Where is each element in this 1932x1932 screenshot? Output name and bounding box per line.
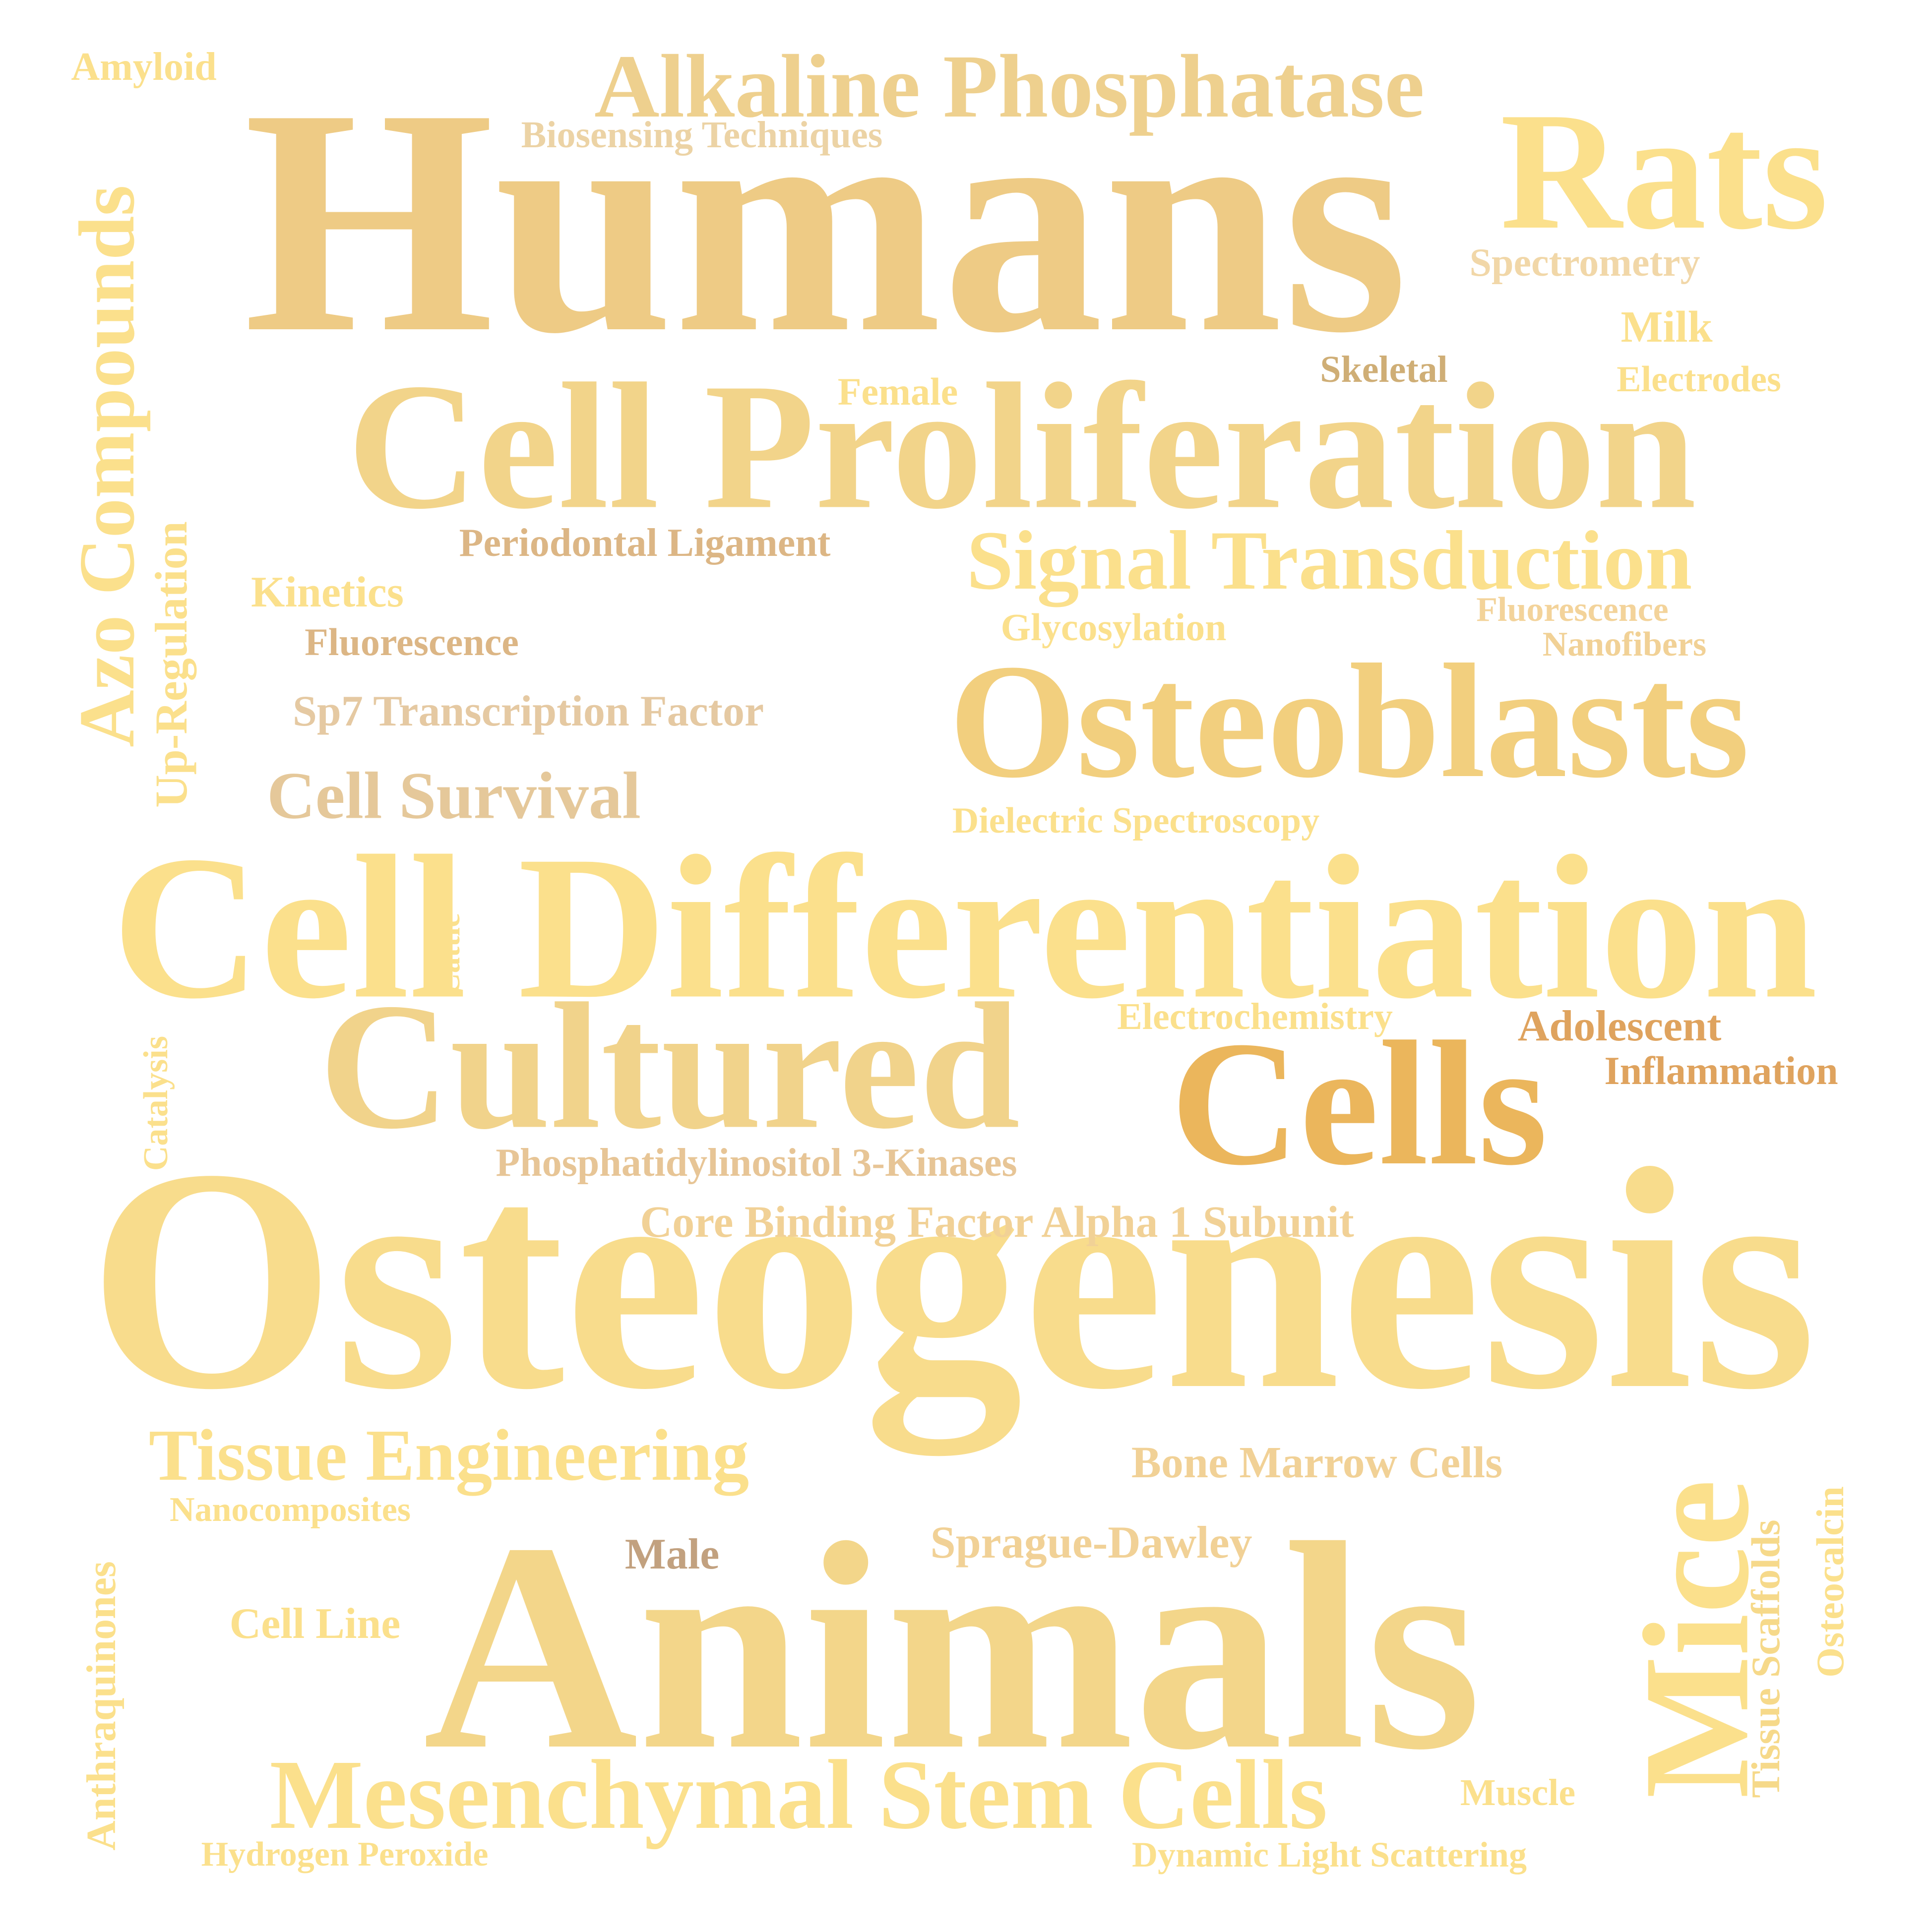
word-cell-survival: Cell Survival bbox=[267, 759, 641, 833]
word-core-binding-factor: Core Binding Factor Alpha 1 Subunit bbox=[640, 1198, 1354, 1247]
word-osteocalcin: Osteocalcin bbox=[1808, 1486, 1852, 1678]
word-humans: Humans bbox=[244, 42, 1408, 399]
word-cell-proliferation: Cell Proliferation bbox=[347, 346, 1696, 546]
word-nanocomposites: Nanocomposites bbox=[169, 1491, 411, 1529]
word-bone-marrow-cells: Bone Marrow Cells bbox=[1131, 1438, 1503, 1487]
word-milk: Milk bbox=[1620, 302, 1713, 352]
word-biosensing-techniques: Biosensing Techniques bbox=[521, 114, 883, 156]
word-anthraquinones: Anthraquinones bbox=[78, 1561, 125, 1851]
word-animals: Animals bbox=[423, 1481, 1482, 1811]
word-adolescent: Adolescent bbox=[1517, 1002, 1722, 1050]
word-fluorescence-left: Fluorescence bbox=[305, 620, 519, 664]
word-cell-differentiation: Cell Differentiation bbox=[112, 813, 1818, 1041]
word-kinetics: Kinetics bbox=[251, 568, 404, 616]
word-sp7-transcription-factor: Sp7 Transcription Factor bbox=[292, 687, 764, 735]
word-cells: Cells bbox=[1171, 1004, 1548, 1202]
word-osteoblasts: Osteoblasts bbox=[949, 631, 1749, 812]
word-muscle: Muscle bbox=[1460, 1772, 1576, 1813]
word-nanofibers: Nanofibers bbox=[1542, 625, 1707, 664]
word-electrodes: Electrodes bbox=[1617, 359, 1781, 400]
word-osteogenesis: Osteogenesis bbox=[88, 1104, 1817, 1455]
word-inflammation: Inflammation bbox=[1604, 1049, 1838, 1093]
word-cell-line: Cell Line bbox=[229, 1600, 401, 1648]
word-signal-transduction: Signal Transduction bbox=[966, 514, 1692, 607]
word-cultured: Cultured bbox=[319, 966, 1020, 1166]
word-electrochemistry: Electrochemistry bbox=[1117, 996, 1393, 1037]
word-dynamic-light-scattering: Dynamic Light Scattering bbox=[1132, 1835, 1527, 1874]
word-spectrometry: Spectrometry bbox=[1469, 241, 1700, 285]
word-sprague-dawley: Sprague-Dawley bbox=[930, 1517, 1252, 1568]
word-catalysis: Catalysis bbox=[137, 1035, 175, 1171]
word-mesenchymal-stem-cells: Mesenchymal Stem Cells bbox=[269, 1740, 1328, 1850]
word-tissue-engineering: Tissue Engineering bbox=[148, 1415, 749, 1496]
word-amyloid: Amyloid bbox=[71, 45, 217, 89]
word-up-regulation: Up-Regulation bbox=[146, 521, 196, 808]
word-cattle: Cattle bbox=[431, 913, 466, 996]
word-rats: Rats bbox=[1500, 77, 1828, 264]
word-alkaline-phosphatase: Alkaline Phosphatase bbox=[594, 37, 1425, 136]
word-dielectric-spectroscopy: Dielectric Spectroscopy bbox=[952, 800, 1320, 841]
word-male: Male bbox=[624, 1530, 720, 1578]
word-fluorescence-right: Fluorescence bbox=[1476, 591, 1669, 629]
word-skeletal: Skeletal bbox=[1320, 349, 1448, 390]
word-azo-compounds: Azo Compounds bbox=[62, 185, 151, 747]
word-glycosylation: Glycosylation bbox=[1000, 605, 1227, 649]
word-phosphatidylinositol: Phosphatidylinositol 3-Kinases bbox=[496, 1141, 1017, 1185]
word-hydrogen-peroxide: Hydrogen Peroxide bbox=[201, 1835, 489, 1873]
word-periodontal-ligament: Periodontal Ligament bbox=[459, 521, 831, 565]
word-female: Female bbox=[837, 370, 958, 413]
word-tissue-scaffolds: Tissue Scaffolds bbox=[1743, 1519, 1788, 1798]
